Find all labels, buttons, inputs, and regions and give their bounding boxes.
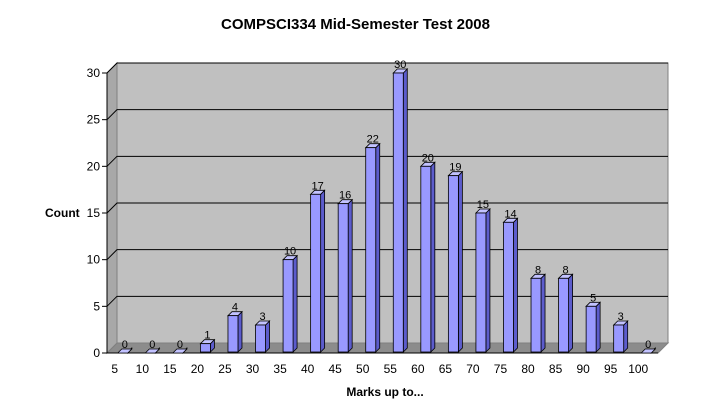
data-label: 22 [367, 134, 379, 146]
x-tick-label: 95 [604, 362, 618, 376]
bar-top [171, 348, 188, 354]
data-label: 20 [422, 152, 434, 164]
bar-side [347, 198, 353, 353]
data-label: 0 [149, 339, 155, 351]
bar [475, 212, 487, 353]
data-label: 10 [284, 246, 296, 258]
data-label: 3 [259, 311, 265, 323]
data-label: 8 [535, 264, 541, 276]
x-tick-label: 5 [111, 362, 118, 376]
bar [282, 259, 294, 353]
y-tick-label: 10 [87, 253, 101, 267]
bar [530, 277, 542, 353]
bar-top [640, 348, 657, 354]
data-label: 0 [177, 339, 183, 351]
x-axis-label: Marks up to... [346, 385, 424, 399]
bar [200, 343, 211, 353]
x-tick-label: 75 [494, 362, 508, 376]
bar [227, 315, 239, 353]
data-label: 15 [477, 199, 489, 211]
gridline [106, 155, 668, 167]
bar-top [116, 348, 133, 354]
bar-side [265, 320, 270, 353]
bar [255, 324, 266, 353]
data-label: 8 [563, 264, 569, 276]
data-label: 17 [312, 180, 324, 192]
y-axis-label: Count [45, 206, 80, 220]
y-tick-label: 25 [87, 113, 101, 127]
bar-side [513, 217, 518, 353]
data-label: 3 [618, 311, 624, 323]
x-tick-label: 85 [549, 362, 563, 376]
x-tick-label: 25 [218, 362, 232, 376]
x-tick-label: 20 [191, 362, 205, 376]
x-tick-label: 45 [328, 362, 342, 376]
bar-side [430, 161, 436, 353]
x-tick-label: 80 [521, 362, 535, 376]
bar-side [595, 301, 601, 353]
data-label: 1 [204, 330, 210, 342]
x-tick-label: 30 [246, 362, 260, 376]
x-tick-label: 15 [163, 362, 177, 376]
data-label: 30 [394, 59, 406, 71]
x-tick-label: 40 [301, 362, 315, 376]
y-tick-label: 30 [87, 66, 101, 80]
bar-side [292, 254, 298, 353]
data-label: 5 [590, 292, 596, 304]
x-tick-label: 100 [628, 362, 648, 376]
bar-side [485, 208, 491, 353]
gridline [106, 202, 668, 214]
data-label: 0 [645, 339, 651, 351]
gridline [106, 109, 668, 121]
bar [392, 72, 404, 353]
bar-side [402, 68, 408, 353]
bar [503, 221, 514, 353]
y-tick-label: 15 [87, 206, 101, 220]
y-tick-label: 20 [87, 159, 101, 173]
bar [558, 277, 569, 353]
plot-floor [105, 342, 670, 354]
bar [310, 193, 322, 353]
bar [447, 175, 459, 353]
bar-side [540, 273, 546, 353]
x-tick-label: 55 [384, 362, 398, 376]
bar [420, 165, 432, 353]
x-tick-label: 90 [576, 362, 590, 376]
bar-side [457, 170, 463, 353]
x-tick-label: 70 [466, 362, 480, 376]
x-tick-label: 50 [356, 362, 370, 376]
bar-side [320, 189, 326, 353]
data-label: 14 [504, 208, 516, 220]
bar-side [375, 142, 381, 353]
x-tick-label: 65 [439, 362, 453, 376]
chart-title: COMPSCI334 Mid-Semester Test 2008 [221, 16, 490, 33]
data-label: 0 [122, 339, 128, 351]
y-tick-label: 5 [93, 299, 100, 313]
bar [337, 203, 349, 353]
gridline [106, 62, 668, 74]
bar-side [237, 310, 243, 353]
bar-side [568, 273, 573, 353]
bar-side [623, 320, 629, 353]
y-tick-label: 0 [93, 346, 100, 360]
bar [613, 324, 625, 353]
data-label: 19 [449, 162, 461, 174]
bar-top [144, 348, 161, 354]
bar [365, 147, 377, 353]
x-tick-label: 60 [411, 362, 425, 376]
x-tick-label: 35 [273, 362, 287, 376]
data-label: 16 [339, 190, 351, 202]
x-tick-label: 10 [136, 362, 150, 376]
data-label: 4 [232, 302, 238, 314]
bar [585, 305, 597, 353]
